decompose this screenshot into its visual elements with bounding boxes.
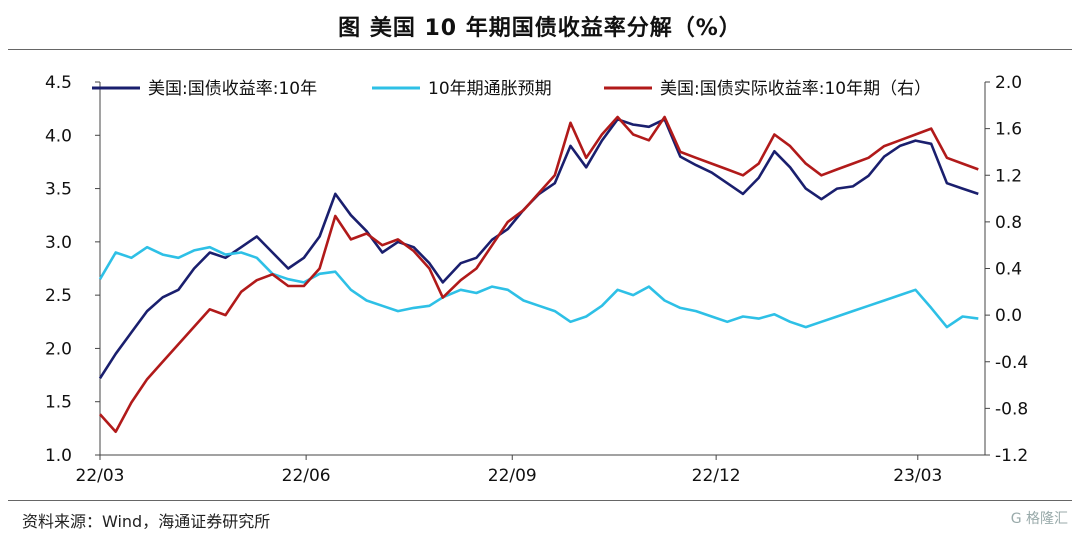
x-tick-label: 23/03: [893, 466, 942, 486]
y-right-tick-label: -0.4: [995, 353, 1028, 373]
chart-title: 图 美国 10 年期国债收益率分解（%）: [338, 16, 742, 41]
legend-label-1: 美国:国债收益率:10年: [148, 79, 317, 99]
series-line-2: [98, 245, 979, 329]
legend-label-2: 10年期通胀预期: [428, 79, 552, 99]
x-tick-label: 22/06: [282, 466, 331, 486]
y-right-tick-label: 1.6: [995, 120, 1022, 140]
series-line-3: [99, 115, 979, 434]
y-left-tick-label: 1.0: [45, 446, 72, 466]
y-left-tick-label: 2.5: [45, 286, 72, 306]
y-left-tick-label: 3.5: [45, 180, 72, 200]
footer-rule: [8, 500, 1072, 501]
y-right-tick-label: 0.0: [995, 306, 1022, 326]
y-right-tick-label: -1.2: [995, 446, 1028, 466]
y-right-tick-label: 0.8: [995, 213, 1022, 233]
y-right-tick-label: -0.8: [995, 399, 1028, 419]
y-right-tick-label: 2.0: [995, 73, 1022, 93]
y-left-tick-label: 1.5: [45, 393, 72, 413]
legend-label-3: 美国:国债实际收益率:10年期（右）: [660, 79, 931, 99]
watermark: G 格隆汇: [1010, 511, 1068, 527]
x-tick-label: 22/12: [692, 466, 741, 486]
y-right-tick-label: 0.4: [995, 260, 1022, 280]
source-note: 资料来源：Wind，海通证券研究所: [22, 512, 271, 531]
y-left-tick-label: 2.0: [45, 339, 72, 359]
title-rule: [8, 49, 1072, 50]
y-left-tick-label: 3.0: [45, 233, 72, 253]
y-right-tick-label: 1.2: [995, 166, 1022, 186]
y-left-tick-label: 4.0: [45, 126, 72, 146]
x-tick-label: 22/03: [76, 466, 125, 486]
y-left-tick-label: 4.5: [45, 73, 72, 93]
series-line-1: [98, 118, 979, 380]
x-tick-label: 22/09: [488, 466, 537, 486]
